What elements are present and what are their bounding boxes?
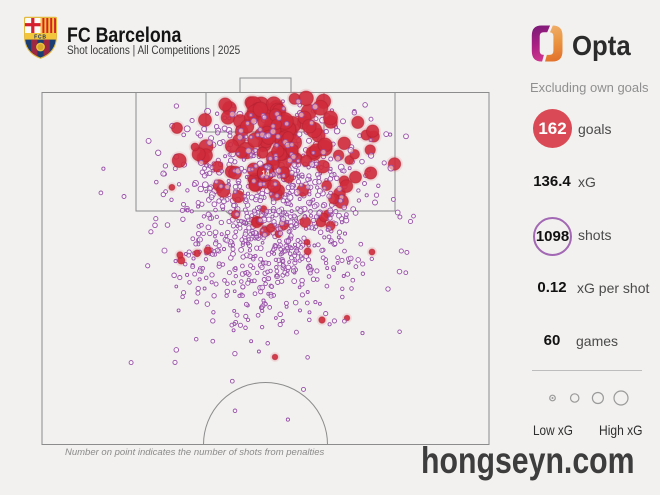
svg-text:14: 14	[262, 171, 270, 178]
svg-text:FCB: FCB	[34, 34, 47, 40]
